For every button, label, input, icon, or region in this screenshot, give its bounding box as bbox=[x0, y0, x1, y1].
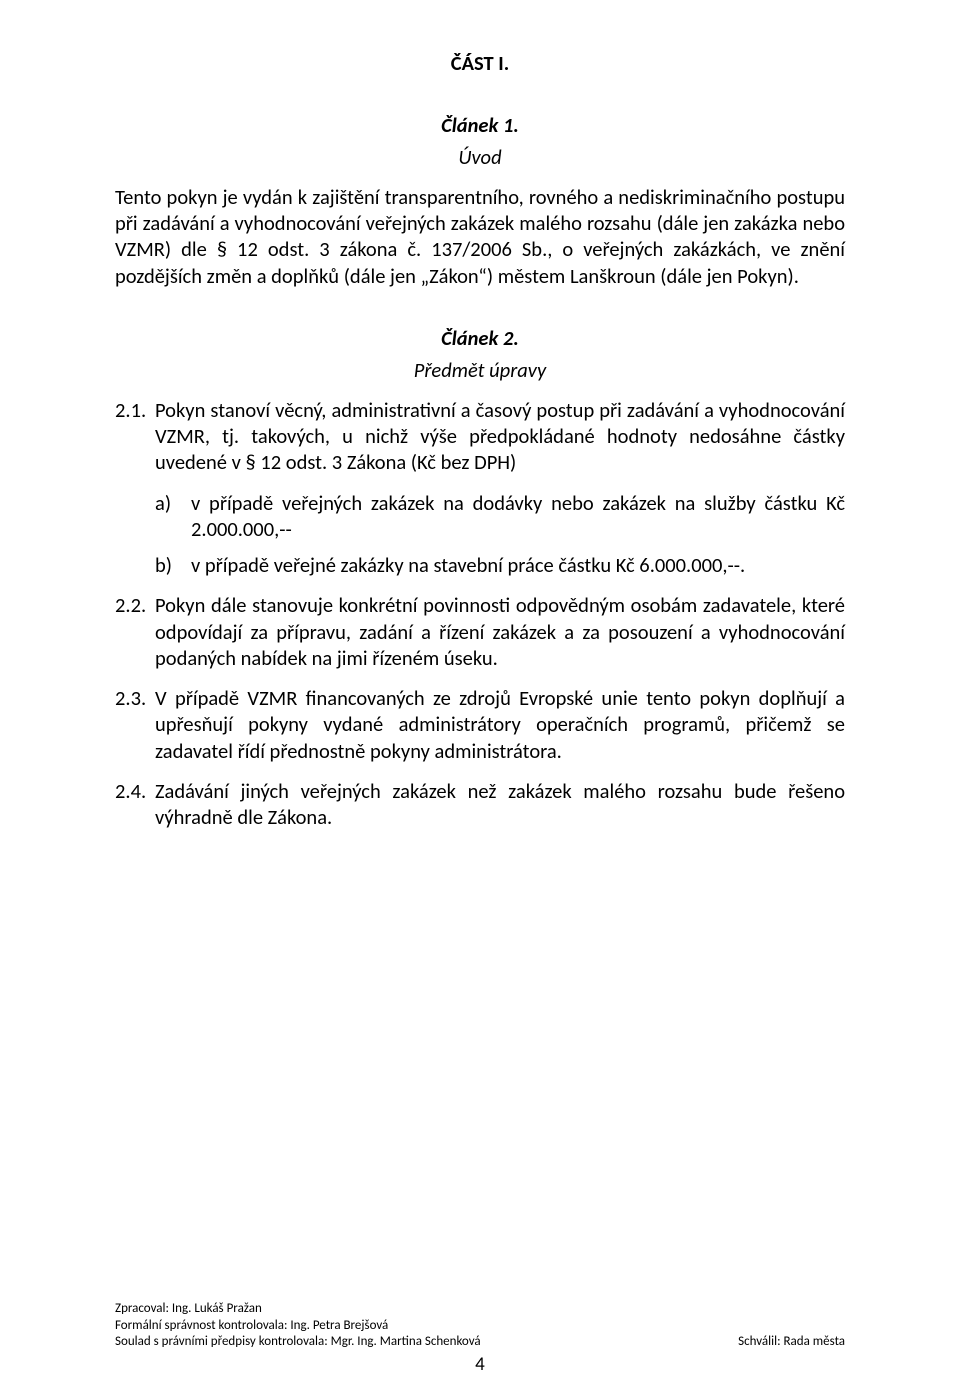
footer-line-3-right: Schválil: Rada města bbox=[738, 1334, 845, 1350]
document-page: ČÁST I. Článek 1. Úvod Tento pokyn je vy… bbox=[0, 0, 960, 1388]
page-footer: Zpracoval: Ing. Lukáš Pražan Formální sp… bbox=[115, 1301, 845, 1350]
item-2-4: 2.4. Zadávání jiných veřejných zakázek n… bbox=[115, 778, 845, 830]
part-title: ČÁST I. bbox=[115, 50, 845, 76]
item-2-2: 2.2. Pokyn dále stanovuje konkrétní povi… bbox=[115, 592, 845, 671]
sub-item-b: b) v případě veřejné zakázky na stavební… bbox=[155, 552, 845, 578]
footer-line-1: Zpracoval: Ing. Lukáš Pražan bbox=[115, 1301, 845, 1317]
item-number: 2.4. bbox=[115, 778, 155, 830]
item-number: 2.2. bbox=[115, 592, 155, 671]
item-text: Pokyn stanoví věcný, administrativní a č… bbox=[155, 397, 845, 476]
article-2: Článek 2. Předmět úpravy 2.1. Pokyn stan… bbox=[115, 325, 845, 830]
article-1-subtitle: Úvod bbox=[115, 144, 845, 170]
article-1-paragraph: Tento pokyn je vydán k zajištění transpa… bbox=[115, 184, 845, 289]
article-2-subtitle: Předmět úpravy bbox=[115, 357, 845, 383]
article-2-title: Článek 2. bbox=[115, 325, 845, 351]
item-2-1-sublist: a) v případě veřejných zakázek na dodávk… bbox=[155, 490, 845, 579]
article-1: Článek 1. Úvod Tento pokyn je vydán k za… bbox=[115, 112, 845, 289]
sub-marker: a) bbox=[155, 490, 191, 542]
item-2-1: 2.1. Pokyn stanoví věcný, administrativn… bbox=[115, 397, 845, 476]
footer-line-2: Formální správnost kontrolovala: Ing. Pe… bbox=[115, 1318, 845, 1334]
sub-text: v případě veřejných zakázek na dodávky n… bbox=[191, 490, 845, 542]
page-number: 4 bbox=[0, 1353, 960, 1376]
item-number: 2.1. bbox=[115, 397, 155, 476]
item-number: 2.3. bbox=[115, 685, 155, 764]
sub-text: v případě veřejné zakázky na stavební pr… bbox=[191, 552, 845, 578]
item-text: V případě VZMR financovaných ze zdrojů E… bbox=[155, 685, 845, 764]
item-text: Pokyn dále stanovuje konkrétní povinnost… bbox=[155, 592, 845, 671]
sub-marker: b) bbox=[155, 552, 191, 578]
article-1-title: Článek 1. bbox=[115, 112, 845, 138]
footer-line-3: Soulad s právními předpisy kontrolovala:… bbox=[115, 1334, 845, 1350]
item-2-3: 2.3. V případě VZMR financovaných ze zdr… bbox=[115, 685, 845, 764]
sub-item-a: a) v případě veřejných zakázek na dodávk… bbox=[155, 490, 845, 542]
item-text: Zadávání jiných veřejných zakázek než za… bbox=[155, 778, 845, 830]
footer-line-3-left: Soulad s právními předpisy kontrolovala:… bbox=[115, 1334, 481, 1350]
